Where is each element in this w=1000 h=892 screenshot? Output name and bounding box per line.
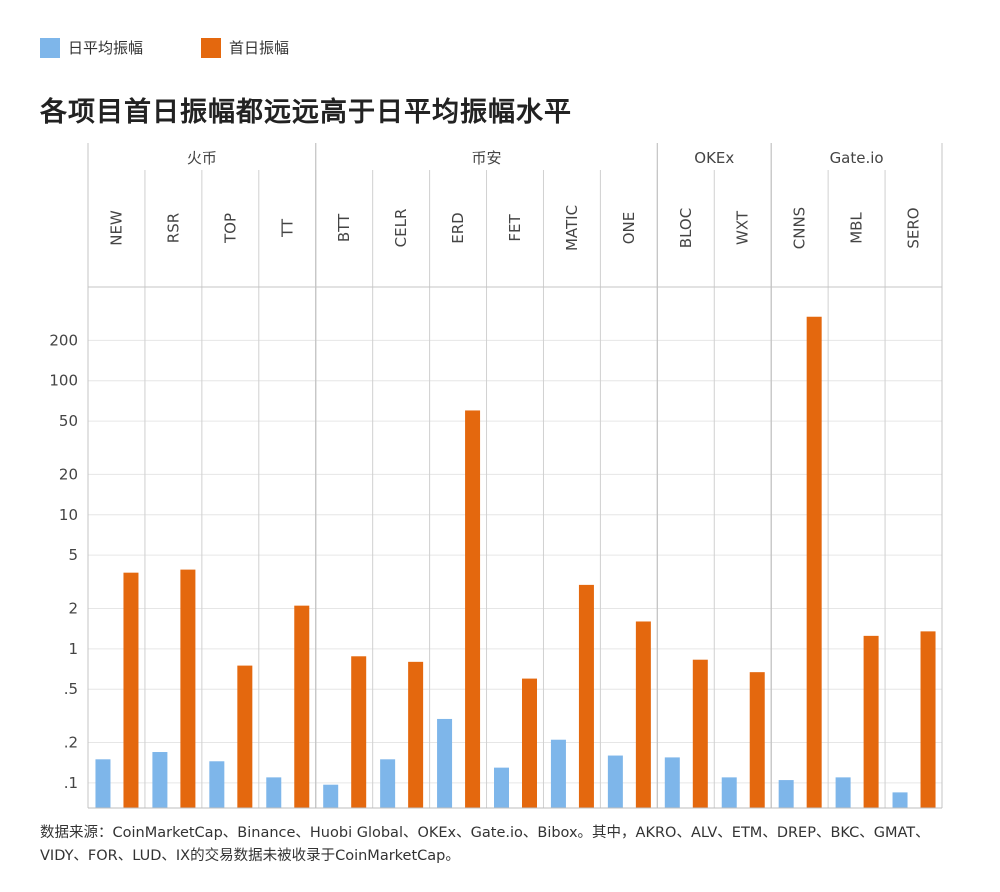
bar-daily-avg <box>494 767 509 808</box>
category-label: BLOC <box>677 208 695 248</box>
legend-label-daily-avg: 日平均振幅 <box>68 39 144 57</box>
bar-first-day <box>180 569 196 808</box>
bar-daily-avg <box>152 752 168 808</box>
bar-first-day <box>920 631 936 808</box>
y-tick-label: 5 <box>68 546 78 564</box>
bar-first-day <box>351 656 367 808</box>
y-tick-label: 2 <box>68 599 78 617</box>
legend-swatch-daily-avg <box>40 37 60 58</box>
bar-first-day <box>806 316 822 808</box>
bar-daily-avg <box>835 777 851 808</box>
group-label: Gate.io <box>830 149 884 167</box>
y-tick-label: 20 <box>59 465 78 483</box>
category-label: BTT <box>335 213 353 242</box>
category-label: NEW <box>107 210 125 246</box>
bar-daily-avg <box>95 759 111 808</box>
bar-daily-avg <box>550 739 566 808</box>
bar-first-day <box>237 665 253 808</box>
bar-daily-avg <box>664 757 680 808</box>
chart-title: 各项目首日振幅都远远高于日平均振幅水平 <box>40 97 572 128</box>
y-tick-label: .1 <box>64 774 78 792</box>
group-label: OKEx <box>694 149 734 167</box>
bar-daily-avg <box>380 759 396 808</box>
y-tick-label: .2 <box>64 734 78 752</box>
y-tick-label: 200 <box>49 331 78 349</box>
group-label: 火币 <box>187 149 217 167</box>
category-label: CNNS <box>791 207 809 249</box>
group-label: 币安 <box>472 149 502 167</box>
bar-daily-avg <box>437 718 453 808</box>
y-tick-label: 10 <box>59 506 78 524</box>
category-label: MBL <box>848 212 866 244</box>
legend: 日平均振幅 首日振幅 <box>40 37 289 58</box>
y-tick-label: .5 <box>64 680 78 698</box>
y-tick-label: 50 <box>59 412 78 430</box>
y-tick-label: 1 <box>68 640 78 658</box>
bar-first-day <box>408 661 424 808</box>
legend-item-first-day: 首日振幅 <box>201 37 289 58</box>
bar-daily-avg <box>778 780 794 808</box>
bar-daily-avg <box>323 784 339 808</box>
category-label: FET <box>506 214 524 242</box>
bar-first-day <box>749 672 765 808</box>
bar-first-day <box>123 572 139 808</box>
legend-label-first-day: 首日振幅 <box>229 39 290 57</box>
bar-first-day <box>863 635 879 808</box>
category-label: ERD <box>449 212 467 243</box>
bar-first-day <box>294 605 310 808</box>
bar-first-day <box>522 678 537 808</box>
bar-first-day <box>635 621 651 808</box>
bar-first-day <box>692 659 708 808</box>
legend-swatch-first-day <box>201 37 222 58</box>
category-label: TT <box>278 218 296 238</box>
bar-daily-avg <box>892 792 908 808</box>
y-tick-label: 100 <box>49 372 78 390</box>
bar-daily-avg <box>607 755 623 808</box>
category-label: MATIC <box>563 205 581 251</box>
bar-daily-avg <box>266 777 282 808</box>
bar-first-day <box>578 584 594 808</box>
bar-first-day <box>465 410 481 808</box>
legend-item-daily-avg: 日平均振幅 <box>40 37 143 58</box>
bar-daily-avg <box>721 777 737 808</box>
category-label: WXT <box>734 210 752 245</box>
source-note: 数据来源：CoinMarketCap、Binance、Huobi Global、… <box>40 825 930 864</box>
bar-daily-avg <box>209 761 225 808</box>
category-label: ONE <box>620 212 638 245</box>
category-label: SERO <box>905 207 923 248</box>
category-label: TOP <box>221 213 239 244</box>
category-label: RSR <box>164 213 182 243</box>
category-label: CELR <box>392 209 410 248</box>
